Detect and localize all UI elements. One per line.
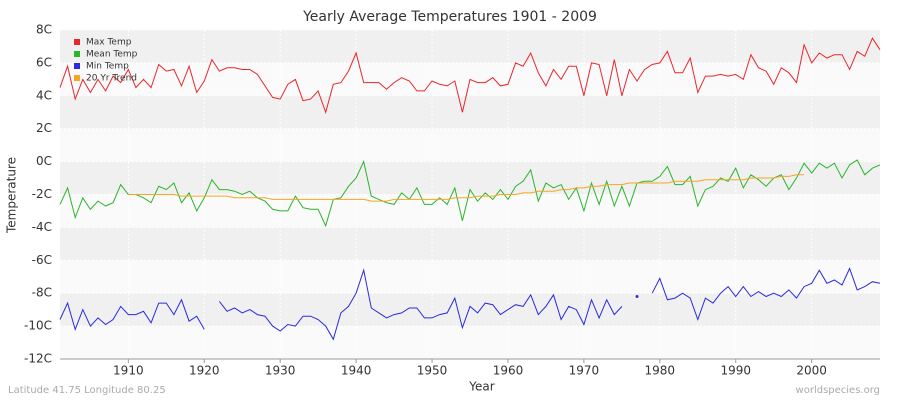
y-tick-label: -12C — [24, 352, 52, 366]
grid-band — [60, 95, 880, 129]
x-tick-label: 1990 — [720, 364, 751, 378]
y-tick-label: -2C — [32, 187, 52, 201]
y-tick-label: 6C — [36, 55, 52, 69]
legend: Max Temp Mean Temp Min Temp 20 Yr Trend — [74, 38, 138, 84]
footer-right: worldspecies.org — [796, 385, 880, 396]
y-tick-label: -6C — [32, 253, 52, 267]
legend-label: Max Temp — [86, 38, 132, 48]
y-axis-label: Temperature — [5, 157, 19, 234]
footer-left: Latitude 41.75 Longitude 80.25 — [8, 385, 166, 396]
plot-area: -12C -10C -8C -6C -4C -2C 0C 2C 4C 6C 8C 1910 1920 19… — [24, 23, 881, 378]
legend-label: 20 Yr Trend — [86, 74, 137, 84]
y-tick-label: -8C — [32, 286, 52, 300]
series-line — [128, 174, 805, 202]
grid-band — [60, 293, 880, 327]
y-tick-label: 0C — [36, 154, 52, 168]
y-tick-label: -4C — [32, 220, 52, 234]
x-tick-label: 1910 — [113, 364, 144, 378]
legend-swatch — [74, 39, 80, 45]
x-tick-label: 1950 — [417, 364, 448, 378]
chart-title: Yearly Average Temperatures 1901 - 2009 — [302, 9, 597, 25]
x-tick-label: 1920 — [189, 364, 220, 378]
point — [635, 294, 639, 298]
y-tick-label: 8C — [36, 23, 52, 37]
legend-label: Min Temp — [86, 62, 129, 72]
x-axis-label: Year — [468, 380, 494, 394]
legend-swatch — [74, 51, 80, 57]
series-line — [59, 159, 881, 228]
x-tick-label: 1940 — [341, 364, 372, 378]
y-tick-label: -10C — [24, 319, 52, 333]
y-tick-label: 2C — [36, 121, 52, 135]
x-tick-label: 1930 — [265, 364, 296, 378]
x-tick-label: 1960 — [493, 364, 524, 378]
x-tick-label: 1980 — [645, 364, 676, 378]
grid-band — [60, 227, 880, 261]
legend-swatch — [74, 63, 80, 69]
y-tick-label: 4C — [36, 88, 52, 102]
series-line — [59, 267, 881, 341]
legend-swatch — [74, 75, 80, 81]
series-line — [59, 37, 881, 114]
x-tick-label: 2000 — [796, 364, 827, 378]
legend-label: Mean Temp — [86, 50, 138, 60]
x-tick-label: 1970 — [569, 364, 600, 378]
grid-band — [60, 30, 880, 63]
